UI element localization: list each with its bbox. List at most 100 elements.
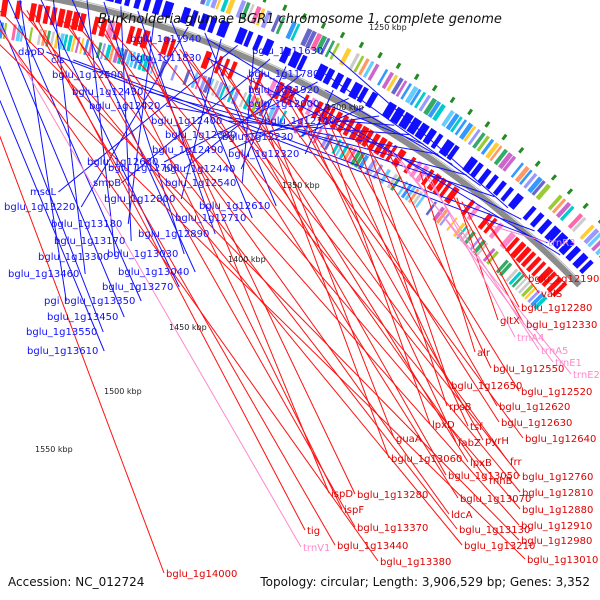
forward-leader-line — [180, 38, 222, 200]
cog-category-block — [314, 35, 328, 54]
gene-label-forward: dapD — [18, 47, 45, 58]
gene-label-forward: bglu_1g11630 — [252, 46, 323, 57]
reverse-leader-line — [216, 62, 509, 462]
forward-gene-arrow — [507, 192, 524, 210]
cog-category-block — [15, 25, 22, 42]
scale-labels: 1250 kbp 1300 kbp 1350 kbp 1400 kbp 1450 kbp… — [35, 23, 407, 454]
cog-category-block — [441, 109, 455, 128]
gene-label-forward: bglu_1g13450 — [47, 312, 118, 323]
forward-gene-arrow — [161, 0, 175, 19]
forward-gene-arrow — [422, 127, 437, 145]
reverse-gene-arrow — [432, 177, 448, 195]
gene-label-reverse: bglu_1g13060 — [391, 454, 462, 465]
guide-ring — [75, 0, 583, 283]
forward-leader-line — [73, 59, 535, 232]
reverse-gene-arrow — [536, 266, 554, 284]
cog-category-block — [353, 55, 365, 73]
forward-leader-line — [241, 52, 255, 184]
cog-category-block — [215, 0, 222, 10]
cog-category-block — [533, 295, 548, 310]
forward-gene-arrow — [572, 252, 589, 269]
forward-gene-arrow — [287, 50, 302, 69]
gene-label-reverse: bglu_1g12550 — [493, 364, 564, 375]
gene-label-reverse: bglu_1g13440 — [337, 541, 408, 552]
gene-label-reverse: bglu_1g13280 — [357, 490, 428, 501]
reverse-gene-arrow — [551, 281, 568, 298]
forward-leader-line — [341, 120, 395, 126]
gene-label-forward: bglu_1g12140 — [264, 116, 335, 127]
reverse-leader-line — [386, 148, 492, 369]
cog-category-block — [250, 6, 262, 25]
forward-gene-arrow — [179, 6, 192, 25]
gene-label-reverse: bglu_1g13010 — [527, 555, 598, 566]
reverse-gene-arrow — [461, 199, 476, 216]
cog-category-block — [386, 173, 399, 189]
cog-category-block — [367, 63, 380, 81]
reverse-leader-line — [0, 10, 520, 541]
cog-category-block — [125, 50, 133, 67]
cog-category-block — [11, 24, 17, 41]
scale-tick-mark — [484, 121, 491, 128]
cog-category-block — [170, 64, 178, 81]
reverse-gene-arrow — [200, 50, 213, 70]
gene-label-forward: mscL — [30, 187, 56, 198]
reverse-gene-arrow — [367, 133, 381, 152]
forward-leader-line — [298, 106, 365, 138]
reverse-leader-line — [482, 217, 540, 294]
scale-tick-mark — [518, 146, 525, 154]
forward-gene-arrow — [492, 180, 507, 196]
forward-leader-line — [80, 26, 189, 208]
gene-label-forward: bglu_1g13300 — [38, 252, 109, 263]
forward-leader-line — [171, 21, 253, 219]
cog-category-block — [305, 30, 317, 49]
cog-category-block — [346, 147, 358, 164]
map-title: Burkholderia glumae BGR1 chromosome 1, c… — [98, 12, 502, 27]
gene-label-reverse: bglu_1g12880 — [522, 505, 593, 516]
scale-tick-mark — [449, 96, 456, 104]
cog-category-block — [459, 122, 474, 140]
reverse-gene-arrow — [531, 261, 547, 277]
reverse-gene-arrow — [361, 129, 375, 148]
gene-label-rna: trnV1 — [303, 543, 330, 554]
gene-label-reverse: frr — [510, 457, 522, 468]
gene-label-rna: trnA4 — [517, 333, 544, 344]
cog-category-block — [290, 23, 301, 41]
label-leader-lines — [0, 0, 572, 574]
forward-gene-arrow — [544, 225, 562, 243]
reverse-gene-arrow — [342, 118, 356, 137]
gene-label-reverse: bglu_1g13050 — [448, 471, 519, 482]
reverse-leader-line — [210, 60, 447, 476]
forward-gene-arrow — [500, 186, 514, 202]
cog-category-block — [498, 152, 513, 170]
reverse-leader-line — [246, 75, 390, 459]
forward-gene-arrow — [430, 133, 444, 150]
cog-category-block — [362, 60, 375, 78]
forward-gene-arrow — [365, 91, 379, 109]
forward-gene-arrow — [477, 168, 492, 185]
reverse-gene-arrow — [415, 164, 430, 183]
cog-category-block — [521, 283, 535, 298]
cog-category-block — [404, 185, 417, 201]
scale-tick-mark — [377, 51, 383, 59]
gene-label-reverse: bglu_1g12280 — [521, 303, 592, 314]
cog-category-block — [339, 47, 352, 66]
forward-gene-arrow — [252, 34, 264, 52]
forward-gene-arrow — [579, 259, 594, 274]
cog-category-block — [547, 194, 563, 211]
reverse-leader-line — [71, 18, 520, 526]
gene-label-rna: trnA5 — [541, 346, 568, 357]
forward-gene-arrow — [331, 72, 345, 90]
scale-tick-mark — [550, 174, 558, 181]
gene-label-reverse: lpxD — [432, 420, 455, 431]
forward-gene-arrow — [313, 63, 329, 82]
reverse-gene-arrow — [438, 181, 452, 199]
cog-category-block — [348, 52, 360, 71]
cog-category-block — [368, 161, 379, 177]
scale-tick-mark — [467, 108, 474, 116]
gene-label-reverse: bglu_1g12330 — [526, 320, 597, 331]
forward-gene-arrow — [198, 13, 211, 31]
reverse-leader-line — [135, 35, 356, 495]
reverse-leader-line — [461, 201, 520, 308]
reverse-gene-arrow — [515, 246, 532, 264]
reverse-leader-line — [358, 131, 520, 392]
